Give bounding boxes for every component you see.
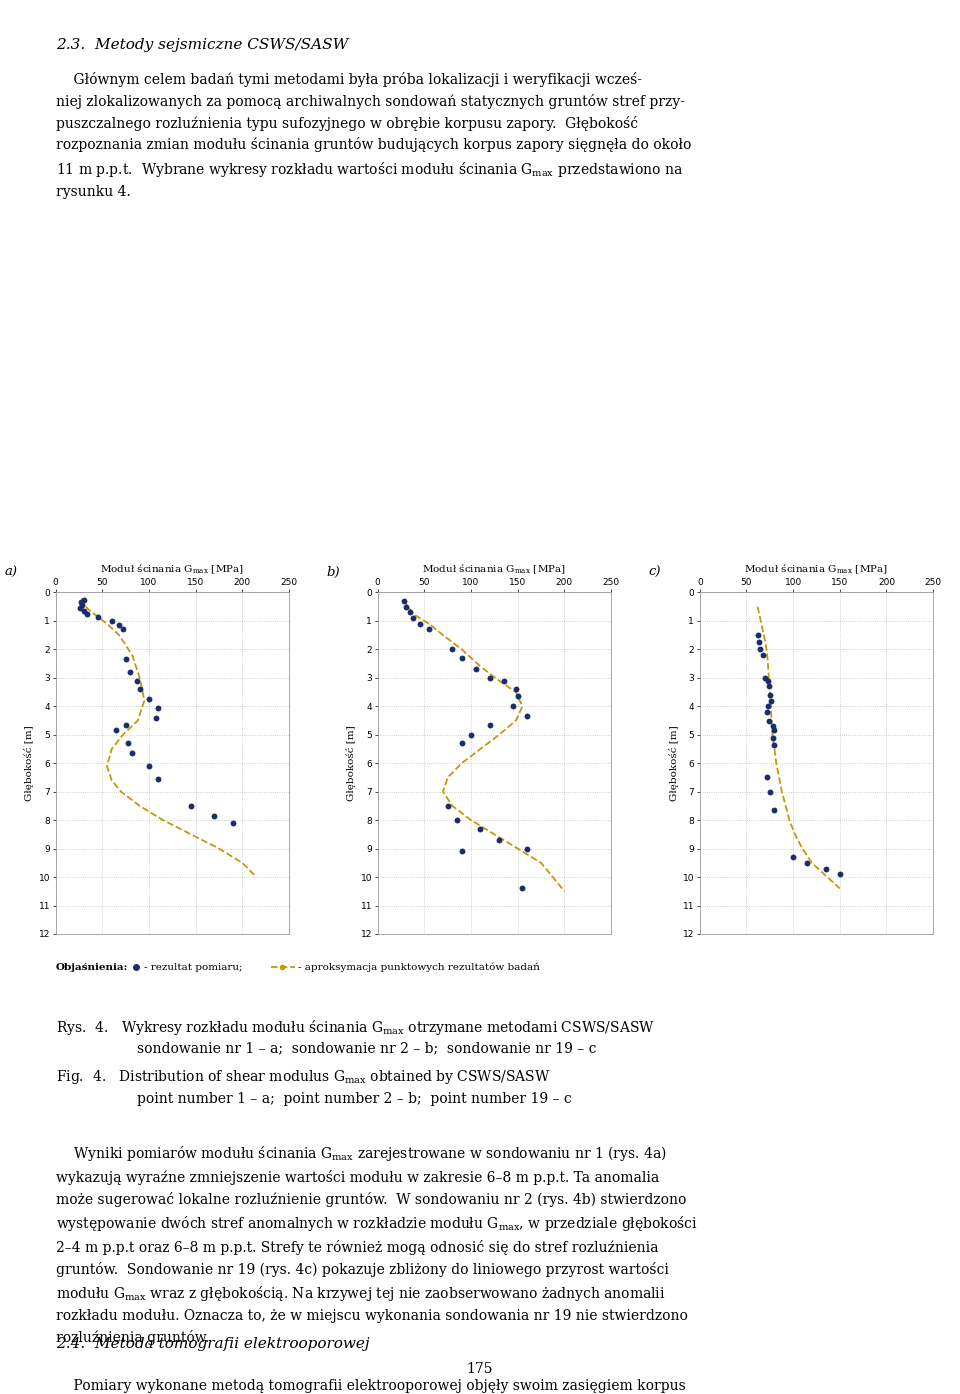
Point: [757, 666, 773, 689]
Point: [108, 719, 124, 742]
Point: [73, 591, 88, 613]
Point: [398, 595, 414, 618]
Point: [785, 846, 801, 868]
Point: [760, 696, 776, 718]
Point: [118, 714, 133, 736]
Point: [464, 723, 479, 746]
Text: Rys.  4.   Wykresy rozkładu modułu ścinania G$_{\mathregular{max}}$ otrzymane me: Rys. 4. Wykresy rozkładu modułu ścinania…: [56, 1018, 655, 1037]
Text: Fig.  4.   Distribution of shear modulus G$_{\mathregular{max}}$ obtained by CSW: Fig. 4. Distribution of shear modulus G$…: [56, 1068, 550, 1086]
Point: [759, 701, 775, 723]
Point: [454, 841, 469, 863]
Point: [765, 726, 780, 749]
Point: [832, 863, 848, 885]
Point: [762, 781, 778, 803]
Point: [412, 612, 427, 634]
Point: [482, 666, 497, 689]
Point: [482, 714, 497, 736]
Point: [141, 756, 156, 778]
Y-axis label: Głębokość [m]: Głębokość [m]: [668, 725, 679, 802]
Point: [74, 594, 89, 616]
Point: [123, 661, 138, 683]
Point: [151, 697, 166, 719]
Point: [763, 690, 779, 712]
Point: [759, 767, 775, 789]
Text: - rezultat pomiaru;: - rezultat pomiaru;: [144, 963, 243, 972]
Point: [761, 675, 777, 697]
Point: [72, 597, 87, 619]
Point: [90, 605, 106, 627]
Point: [508, 677, 523, 700]
Point: [765, 715, 780, 737]
Point: [496, 669, 512, 691]
Point: [444, 638, 460, 661]
Point: [767, 799, 782, 821]
Point: [454, 647, 469, 669]
Point: [767, 733, 782, 756]
Point: [76, 599, 91, 622]
Text: sondowanie nr 1 – a;  sondowanie nr 2 – b;  sondowanie nr 19 – c: sondowanie nr 1 – a; sondowanie nr 2 – b…: [137, 1041, 597, 1055]
Point: [111, 613, 127, 636]
X-axis label: Moduł ścinania G$_{\mathregular{max}}$ [MPa]: Moduł ścinania G$_{\mathregular{max}}$ […: [744, 563, 888, 576]
X-axis label: Moduł ścinania G$_{\mathregular{max}}$ [MPa]: Moduł ścinania G$_{\mathregular{max}}$ […: [422, 563, 566, 576]
X-axis label: Moduł ścinania G$_{\mathregular{max}}$ [MPa]: Moduł ścinania G$_{\mathregular{max}}$ […: [101, 563, 245, 576]
Text: 2.4.  Metoda tomografii elektrooporowej: 2.4. Metoda tomografii elektrooporowej: [56, 1337, 370, 1351]
Text: Głównym celem badań tymi metodami była próba lokalizacji i weryfikacji wcześ-
ni: Głównym celem badań tymi metodami była p…: [56, 72, 691, 199]
Point: [519, 705, 535, 728]
Text: Objaśnienia:: Objaśnienia:: [56, 963, 128, 972]
Point: [76, 588, 91, 611]
Text: Pomiary wykonane metodą tomografii elektrooporowej objęły swoim zasięgiem korpus: Pomiary wykonane metodą tomografii elekt…: [56, 1379, 687, 1394]
Text: b): b): [326, 566, 340, 579]
Point: [472, 817, 488, 839]
Point: [750, 625, 765, 647]
Text: Wyniki pomiarów modułu ścinania G$_{\mathregular{max}}$ zarejestrowane w sondowa: Wyniki pomiarów modułu ścinania G$_{\mat…: [56, 1144, 697, 1345]
Point: [762, 683, 778, 705]
Point: [760, 669, 776, 691]
Point: [440, 795, 455, 817]
Point: [751, 631, 766, 654]
Point: [125, 742, 140, 764]
Point: [226, 811, 241, 834]
Point: [396, 590, 412, 612]
Point: [492, 829, 507, 852]
Point: [104, 609, 119, 631]
Point: [402, 601, 418, 623]
Point: [130, 669, 145, 691]
Text: a): a): [5, 566, 17, 579]
Point: [753, 638, 768, 661]
Point: [405, 606, 420, 629]
Y-axis label: Głębokość [m]: Głębokość [m]: [24, 725, 35, 802]
Text: c): c): [648, 566, 660, 579]
Text: 175: 175: [467, 1362, 493, 1376]
Point: [510, 686, 525, 708]
Point: [421, 619, 437, 641]
Point: [121, 732, 136, 754]
Text: 2.3.  Metody sejsmiczne CSWS/SASW: 2.3. Metody sejsmiczne CSWS/SASW: [56, 38, 348, 52]
Point: [206, 804, 222, 827]
Point: [767, 719, 782, 742]
Text: - aproksymacja punktowych rezultatów badań: - aproksymacja punktowych rezultatów bad…: [298, 963, 540, 972]
Point: [151, 768, 166, 790]
Point: [141, 689, 156, 711]
Point: [149, 707, 164, 729]
Point: [800, 852, 815, 874]
Point: [80, 602, 95, 625]
Point: [454, 732, 469, 754]
Y-axis label: Głębokość [m]: Głębokość [m]: [347, 725, 356, 802]
Point: [183, 795, 199, 817]
Point: [756, 644, 771, 666]
Point: [449, 809, 465, 831]
Text: point number 1 – a;  point number 2 – b;  point number 19 – c: point number 1 – a; point number 2 – b; …: [137, 1092, 572, 1105]
Point: [515, 877, 530, 899]
Point: [505, 696, 520, 718]
Point: [818, 857, 833, 880]
Point: [115, 619, 131, 641]
Point: [132, 677, 148, 700]
Point: [468, 658, 484, 680]
Point: [519, 838, 535, 860]
Point: [761, 710, 777, 732]
Point: [118, 648, 133, 671]
